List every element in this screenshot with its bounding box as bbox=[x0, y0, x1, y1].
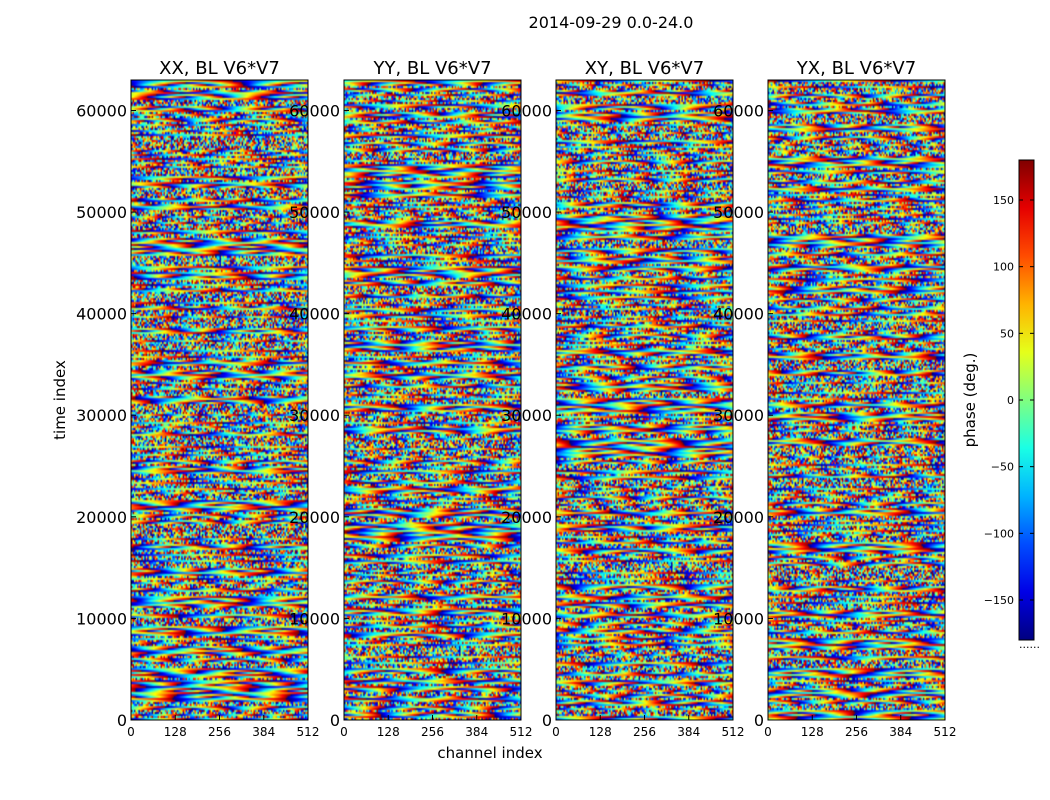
y-tick-label: 10000 bbox=[76, 609, 127, 628]
x-tick-label: 384 bbox=[889, 725, 912, 739]
figure-suptitle: 2014-09-29 0.0-24.0 bbox=[529, 13, 694, 32]
colorbar-tick-label: 100 bbox=[993, 261, 1014, 274]
y-tick-label: 30000 bbox=[76, 406, 127, 425]
x-tick-label: 384 bbox=[677, 725, 700, 739]
x-tick-label: 512 bbox=[934, 725, 957, 739]
phase-heatmap-image bbox=[768, 80, 945, 720]
y-tick-label: 10000 bbox=[501, 609, 552, 628]
x-tick-label: 0 bbox=[340, 725, 348, 739]
y-tick-label: 50000 bbox=[501, 203, 552, 222]
y-tick-label: 60000 bbox=[713, 101, 764, 120]
y-tick-label: 10000 bbox=[713, 609, 764, 628]
colorbar-tick-label: 0 bbox=[1007, 394, 1014, 407]
y-tick-label: 50000 bbox=[713, 203, 764, 222]
colorbar-tick-label: −50 bbox=[991, 461, 1014, 474]
y-tick-label: 50000 bbox=[289, 203, 340, 222]
x-axis-label: channel index bbox=[437, 744, 542, 762]
panel-title: YX, BL V6*V7 bbox=[796, 58, 916, 79]
x-tick-label: 512 bbox=[722, 725, 745, 739]
y-tick-label: 60000 bbox=[501, 101, 552, 120]
y-tick-label: 30000 bbox=[501, 406, 552, 425]
y-tick-label: 20000 bbox=[289, 508, 340, 527]
x-tick-label: 0 bbox=[764, 725, 772, 739]
panel-title: XX, BL V6*V7 bbox=[159, 58, 280, 79]
x-tick-label: 0 bbox=[552, 725, 560, 739]
x-tick-label: 128 bbox=[801, 725, 824, 739]
x-tick-label: 256 bbox=[421, 725, 444, 739]
x-tick-label: 128 bbox=[377, 725, 400, 739]
x-tick-label: 0 bbox=[127, 725, 135, 739]
y-tick-label: 40000 bbox=[713, 305, 764, 324]
y-tick-label: 0 bbox=[542, 711, 552, 730]
y-tick-label: 20000 bbox=[713, 508, 764, 527]
colorbar: 150 100 50 0 −50 −100 −150 phase (deg.)...... bbox=[961, 159, 1040, 651]
phase-heatmap-image bbox=[344, 80, 521, 720]
phase-heatmap-image bbox=[131, 80, 308, 720]
colorbar-tick-label: 150 bbox=[993, 194, 1014, 207]
x-tick-label: 384 bbox=[465, 725, 488, 739]
colorbar-tick-label: −150 bbox=[984, 594, 1014, 607]
panel-3: XY, BL V6*V7 0 10000 20000 30000 40000 50000 60… bbox=[501, 58, 744, 739]
panels: XX, BL V6*V7 0 10000 20000 30000 40000 50000 60… bbox=[76, 58, 956, 739]
y-axis-label: time index bbox=[51, 360, 69, 440]
y-tick-label: 40000 bbox=[501, 305, 552, 324]
y-tick-label: 0 bbox=[117, 711, 127, 730]
y-tick-label: 10000 bbox=[289, 609, 340, 628]
x-tick-label: 256 bbox=[845, 725, 868, 739]
y-tick-label: 30000 bbox=[289, 406, 340, 425]
x-tick-label: 256 bbox=[208, 725, 231, 739]
y-tick-label: 20000 bbox=[76, 508, 127, 527]
y-tick-label: 0 bbox=[330, 711, 340, 730]
y-tick-label: 30000 bbox=[713, 406, 764, 425]
y-tick-label: 0 bbox=[754, 711, 764, 730]
panel-2: YY, BL V6*V7 0 10000 20000 30000 40000 50000 60… bbox=[289, 58, 532, 739]
colorbar-label: phase (deg.) bbox=[961, 353, 979, 448]
y-tick-label: 60000 bbox=[76, 101, 127, 120]
panel-4: YX, BL V6*V7 0 10000 20000 30000 40000 50000 60… bbox=[713, 58, 956, 739]
y-tick-label: 40000 bbox=[289, 305, 340, 324]
y-tick-label: 60000 bbox=[289, 101, 340, 120]
y-tick-label: 40000 bbox=[76, 305, 127, 324]
x-tick-label: 384 bbox=[252, 725, 275, 739]
panel-1: XX, BL V6*V7 0 10000 20000 30000 40000 50000 60… bbox=[76, 58, 319, 739]
x-tick-label: 128 bbox=[589, 725, 612, 739]
phase-heatmap-image bbox=[556, 80, 733, 720]
x-tick-label: 512 bbox=[297, 725, 320, 739]
panel-title: YY, BL V6*V7 bbox=[372, 58, 491, 79]
x-tick-label: 128 bbox=[164, 725, 187, 739]
x-tick-label: 512 bbox=[510, 725, 533, 739]
colorbar-footnote: ...... bbox=[1019, 638, 1040, 651]
colorbar-tick-label: 50 bbox=[1000, 327, 1014, 340]
y-tick-label: 20000 bbox=[501, 508, 552, 527]
y-tick-label: 50000 bbox=[76, 203, 127, 222]
x-tick-label: 256 bbox=[633, 725, 656, 739]
panel-title: XY, BL V6*V7 bbox=[585, 58, 704, 79]
colorbar-tick-label: −100 bbox=[984, 527, 1014, 540]
